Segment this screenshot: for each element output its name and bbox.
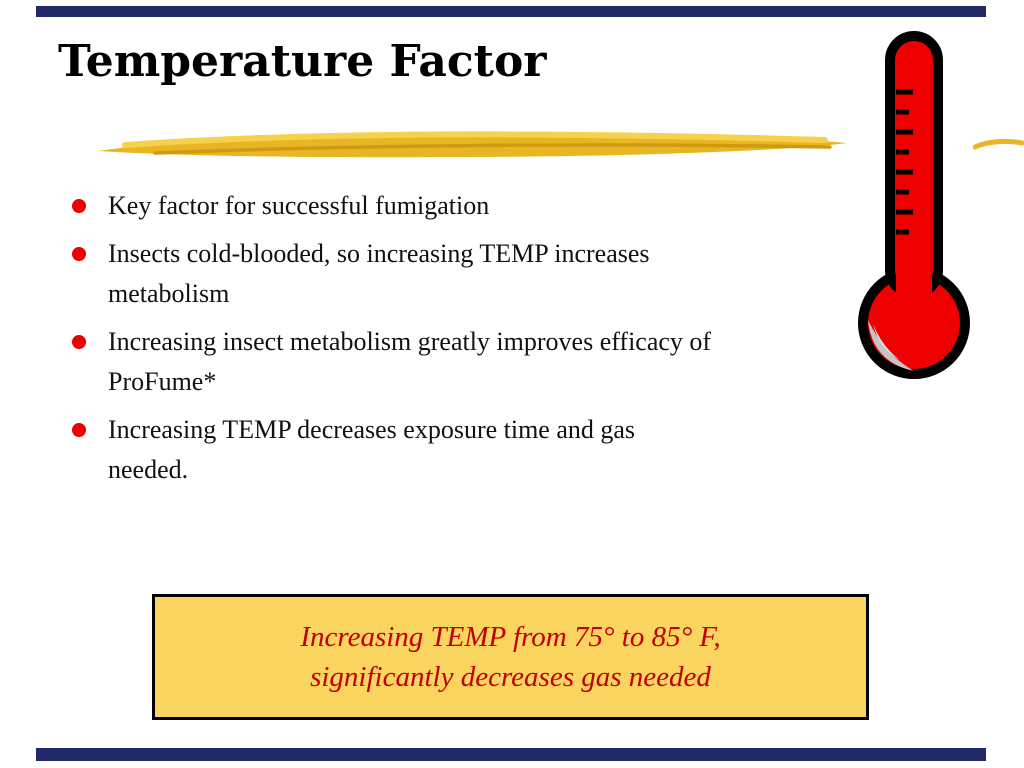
bullet-text: Insects cold-blooded, so increasing TEMP… (108, 239, 650, 308)
callout-line-1: Increasing TEMP from 75° to 85° F, (300, 621, 721, 653)
brush-right-streak-decoration (973, 138, 1024, 150)
bullet-dot-icon (72, 199, 86, 213)
top-bar-decoration (36, 6, 986, 17)
bullet-item: Insects cold-blooded, so increasing TEMP… (72, 234, 872, 314)
callout-line-2: significantly decreases gas needed (310, 661, 711, 693)
thermometer-icon (852, 30, 977, 380)
bullet-dot-icon (72, 423, 86, 437)
slide-title: Temperature Factor (58, 36, 547, 87)
bullet-item: Increasing TEMP decreases exposure time … (72, 410, 872, 490)
bullet-item: Key factor for successful fumigation (72, 186, 872, 226)
brush-underline-decoration (98, 131, 847, 158)
bullet-dot-icon (72, 247, 86, 261)
bullet-dot-icon (72, 335, 86, 349)
bullet-text: Key factor for successful fumigation (108, 191, 490, 220)
callout-box: Increasing TEMP from 75° to 85° F, signi… (152, 594, 869, 720)
bullet-item: Increasing insect metabolism greatly imp… (72, 322, 872, 402)
bullet-list: Key factor for successful fumigation Ins… (72, 186, 872, 498)
bullet-text: Increasing insect metabolism greatly imp… (108, 327, 712, 396)
bullet-text: Increasing TEMP decreases exposure time … (108, 415, 636, 484)
bottom-bar-decoration (36, 748, 986, 761)
